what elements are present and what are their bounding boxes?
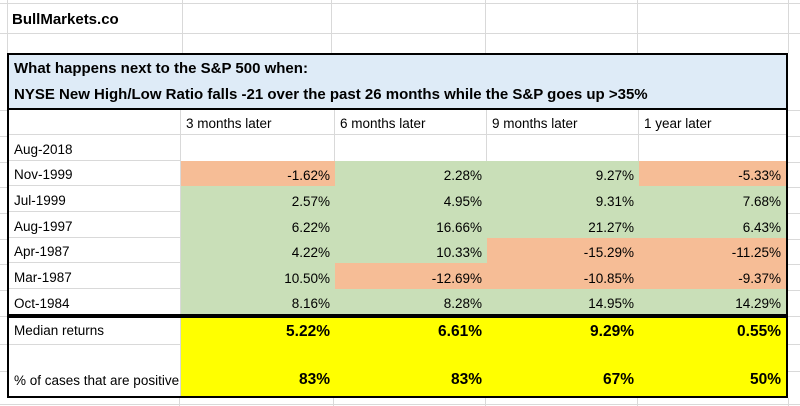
row-label[interactable]: Nov-1999 [9,161,181,186]
column-header-9mo[interactable]: 9 months later [487,110,639,135]
row-label[interactable]: Mar-1987 [9,263,181,289]
row-label[interactable]: Aug-2018 [9,135,181,161]
table-cell[interactable]: -11.25% [639,238,786,263]
title-banner[interactable]: What happens next to the S&P 500 when: N… [7,53,788,110]
gridline [0,3,800,4]
gridline [331,0,332,53]
gridline [0,33,800,34]
table-cell[interactable]: 6.43% [639,212,786,238]
banner-line-2: NYSE New High/Low Ratio falls -21 over t… [14,86,648,103]
table-row: Aug-2018 [9,135,786,161]
returns-table: 3 months later 6 months later 9 months l… [7,110,788,316]
table-cell[interactable]: 8.16% [181,289,335,314]
gridline [788,398,789,406]
table-cell[interactable]: 2.28% [335,161,487,186]
pct-positive-3mo[interactable]: 83% [181,345,335,396]
row-label[interactable]: Oct-1984 [9,289,181,314]
gridline [333,398,334,406]
table-cell[interactable] [487,135,639,161]
row-label[interactable]: Jul-1999 [9,186,181,212]
table-cell[interactable]: 4.95% [335,186,487,212]
table-cell[interactable]: 16.66% [335,212,487,238]
median-value-6mo[interactable]: 6.61% [335,318,487,345]
gridline [0,404,800,405]
median-row: Median returns 5.22% 6.61% 9.29% 0.55% [9,318,786,345]
table-cell[interactable]: 2.57% [181,186,335,212]
brand-cell[interactable]: BullMarkets.co [12,11,119,28]
gridline [637,398,638,406]
median-label[interactable]: Median returns [9,318,181,345]
table-cell[interactable]: 10.33% [335,238,487,263]
summary-section: Median returns 5.22% 6.61% 9.29% 0.55% %… [7,316,788,398]
table-cell[interactable]: -5.33% [639,161,786,186]
gridline [637,0,638,53]
table-cell[interactable]: 14.29% [639,289,786,314]
header-row: 3 months later 6 months later 9 months l… [9,110,786,135]
pct-positive-1yr[interactable]: 50% [639,345,786,396]
column-header-6mo[interactable]: 6 months later [335,110,487,135]
table-cell[interactable] [181,135,335,161]
table-row: Oct-1984 8.16% 8.28% 14.95% 14.29% [9,289,786,314]
gridline [182,0,183,53]
gridline [485,0,486,53]
gridline [7,0,8,53]
table-row: Nov-1999 -1.62% 2.28% 9.27% -5.33% [9,161,786,186]
table-cell[interactable]: -12.69% [335,263,487,289]
median-value-3mo[interactable]: 5.22% [181,318,335,345]
table-cell[interactable]: -1.62% [181,161,335,186]
table-cell[interactable]: 4.22% [181,238,335,263]
median-value-1yr[interactable]: 0.55% [639,318,786,345]
table-cell[interactable]: 8.28% [335,289,487,314]
pct-positive-6mo[interactable]: 83% [335,345,487,396]
pct-positive-row: % of cases that are positive 83% 83% 67%… [9,345,786,396]
table-row: Aug-1997 6.22% 16.66% 21.27% 6.43% [9,212,786,238]
table-cell[interactable]: 14.95% [487,289,639,314]
column-header-1yr[interactable]: 1 year later [639,110,786,135]
table-cell[interactable] [639,135,786,161]
pct-positive-9mo[interactable]: 67% [487,345,639,396]
table-cell[interactable]: 9.27% [487,161,639,186]
table-row: Jul-1999 2.57% 4.95% 9.31% 7.68% [9,186,786,212]
column-header-3mo[interactable]: 3 months later [181,110,335,135]
table-row: Apr-1987 4.22% 10.33% -15.29% -11.25% [9,238,786,263]
median-value-9mo[interactable]: 9.29% [487,318,639,345]
table-cell[interactable] [335,135,487,161]
table-cell[interactable]: -10.85% [487,263,639,289]
table-row: Mar-1987 10.50% -12.69% -10.85% -9.37% [9,263,786,289]
table-cell[interactable]: -15.29% [487,238,639,263]
pct-positive-label[interactable]: % of cases that are positive [9,345,181,396]
table-cell[interactable]: 10.50% [181,263,335,289]
table-cell[interactable]: 21.27% [487,212,639,238]
row-label[interactable]: Apr-1987 [9,238,181,263]
row-label[interactable]: Aug-1997 [9,212,181,238]
table-cell[interactable]: 7.68% [639,186,786,212]
banner-line-1: What happens next to the S&P 500 when: [14,60,308,77]
gridline [485,398,486,406]
gridline [179,398,180,406]
gridline [788,0,789,53]
table-cell[interactable]: 9.31% [487,186,639,212]
table-cell[interactable]: 6.22% [181,212,335,238]
table-cell[interactable]: -9.37% [639,263,786,289]
corner-cell[interactable] [9,110,181,135]
